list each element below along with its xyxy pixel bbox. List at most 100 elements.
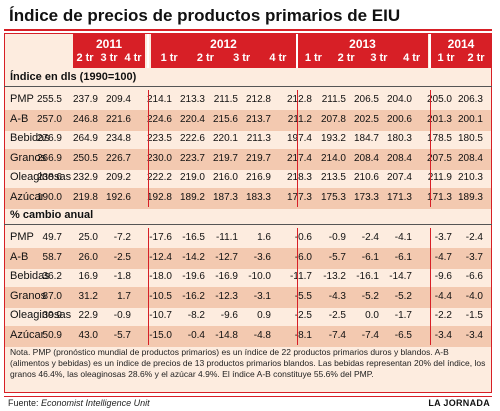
quarter-label: 1 tr bbox=[160, 52, 178, 64]
quarter-row: 1 tr 2 tr bbox=[431, 52, 491, 66]
value-cell: -4.8 bbox=[253, 329, 271, 341]
table-row: Oleaginosas 39.9 22.9 -0.9 -10.7 -8.2 -9.6 0.9 -… bbox=[5, 306, 491, 327]
year-label: 2011 bbox=[95, 37, 123, 51]
header-separator bbox=[429, 34, 431, 68]
value-cell: -4.1 bbox=[394, 232, 412, 243]
year-label: 2012 bbox=[210, 37, 237, 51]
value-cell: 220.1 bbox=[212, 133, 238, 144]
value-cell: 197.4 bbox=[286, 133, 312, 144]
row-label: Azúcar bbox=[10, 328, 45, 341]
value-cell: 212.8 bbox=[286, 94, 312, 105]
value-cell: -16.1 bbox=[356, 271, 379, 282]
year-label: 2013 bbox=[349, 37, 376, 51]
value-cell: -1.8 bbox=[113, 271, 131, 282]
value-cell: 216.0 bbox=[212, 172, 238, 183]
value-cell: -2.4 bbox=[361, 232, 379, 243]
value-cell: 211.5 bbox=[213, 94, 238, 105]
column-divider bbox=[430, 90, 431, 207]
source-line: Fuente: Economist Intelligence Unit bbox=[8, 398, 150, 408]
value-cell: -7.2 bbox=[113, 232, 131, 243]
value-cell: -12.4 bbox=[149, 251, 172, 263]
value-cell: -11.1 bbox=[215, 232, 238, 243]
brand-logo: LA JORNADA bbox=[428, 398, 490, 408]
quarter-label: 2 tr bbox=[337, 52, 355, 64]
value-cell: 177.3 bbox=[286, 191, 312, 203]
value-cell: 171.3 bbox=[426, 191, 452, 203]
table-row: A-B 58.7 26.0 -2.5 -12.4 -14.2 -12.7 -3.6 -6.0 -5… bbox=[5, 247, 491, 269]
value-cell: 173.3 bbox=[353, 191, 379, 203]
value-cell: 250.5 bbox=[72, 152, 98, 164]
column-divider bbox=[297, 228, 298, 345]
value-cell: 207.4 bbox=[386, 172, 412, 183]
value-cell: -1.7 bbox=[394, 310, 412, 321]
table-row: Azúcar 190.0 219.8 192.6 192.8 189.2 187.3 183.… bbox=[5, 187, 491, 209]
value-cell: 204.0 bbox=[386, 94, 412, 105]
value-cell: 50.9 bbox=[42, 329, 62, 341]
chart-title: Índice de precios de productos primarios… bbox=[9, 6, 401, 25]
value-cell: 26.0 bbox=[78, 251, 98, 263]
value-cell: 210.6 bbox=[353, 172, 379, 183]
year-header-2011: 2011 2 tr 3 tr 4 tr bbox=[73, 34, 145, 68]
section-rule bbox=[4, 86, 492, 87]
value-cell: -14.2 bbox=[182, 251, 205, 263]
value-cell: 1.6 bbox=[257, 232, 271, 243]
table-row: PMP 255.5 237.9 209.4 214.1 213.3 211.5 212.8 21… bbox=[5, 90, 491, 111]
value-cell: 238.6 bbox=[36, 172, 62, 183]
table-row: Azúcar 50.9 43.0 -5.7 -15.0 -0.4 -14.8 -4.8 -8.1… bbox=[5, 325, 491, 347]
value-cell: -16.9 bbox=[215, 271, 238, 282]
value-cell: 87.0 bbox=[42, 290, 62, 302]
value-cell: -17.6 bbox=[149, 232, 172, 243]
value-cell: 276.9 bbox=[36, 133, 62, 144]
value-cell: 171.3 bbox=[386, 191, 412, 203]
row-label: A-B bbox=[10, 112, 29, 125]
section-rule bbox=[4, 224, 492, 225]
value-cell: 222.6 bbox=[179, 133, 205, 144]
value-cell: 208.4 bbox=[457, 152, 483, 164]
quarter-label: 2 tr bbox=[76, 52, 94, 64]
row-label: PMP bbox=[10, 93, 34, 105]
value-cell: -5.7 bbox=[328, 251, 346, 263]
value-cell: 190.0 bbox=[36, 191, 62, 203]
source-prefix: Fuente: bbox=[8, 398, 42, 408]
value-cell: 264.9 bbox=[72, 133, 98, 144]
value-cell: 207.5 bbox=[426, 152, 452, 164]
value-cell: -10.5 bbox=[149, 290, 172, 302]
value-cell: -2.5 bbox=[294, 310, 312, 321]
value-cell: -0.9 bbox=[113, 310, 131, 321]
value-cell: 193.2 bbox=[320, 133, 346, 144]
value-cell: 211.3 bbox=[246, 133, 271, 144]
value-cell: -5.2 bbox=[361, 290, 379, 302]
value-cell: 234.8 bbox=[105, 133, 131, 144]
value-cell: 223.7 bbox=[179, 152, 205, 164]
value-cell: -12.3 bbox=[215, 290, 238, 302]
value-cell: 213.3 bbox=[179, 94, 205, 105]
table-row: Oleaginosas 238.6 232.9 209.2 222.2 219.0 216.… bbox=[5, 168, 491, 189]
value-cell: 208.4 bbox=[386, 152, 412, 164]
value-cell: 257.0 bbox=[36, 113, 62, 125]
value-cell: -3.7 bbox=[434, 232, 452, 243]
value-cell: 189.3 bbox=[457, 191, 483, 203]
column-divider bbox=[297, 90, 298, 207]
quarter-label: 3 tr bbox=[233, 52, 251, 64]
value-cell: 49.7 bbox=[42, 232, 62, 243]
section-label: % cambio anual bbox=[10, 209, 94, 221]
value-cell: 217.4 bbox=[286, 152, 312, 164]
value-cell: 187.3 bbox=[212, 191, 238, 203]
value-cell: 16.9 bbox=[78, 271, 98, 282]
value-cell: 211.9 bbox=[427, 172, 452, 183]
value-cell: -3.4 bbox=[465, 329, 483, 341]
value-cell: -6.0 bbox=[294, 251, 312, 263]
quarter-label: 3 tr bbox=[100, 52, 118, 64]
value-cell: 237.9 bbox=[72, 94, 98, 105]
value-cell: -12.7 bbox=[215, 251, 238, 263]
value-cell: -4.0 bbox=[465, 290, 483, 302]
value-cell: 219.8 bbox=[72, 191, 98, 203]
table-row: Granos 87.0 31.2 1.7 -10.5 -16.2 -12.3 -3.1 -5.5… bbox=[5, 286, 491, 308]
column-divider bbox=[148, 228, 149, 345]
value-cell: 209.2 bbox=[105, 172, 131, 183]
value-cell: 201.3 bbox=[426, 113, 452, 125]
value-cell: -19.6 bbox=[182, 271, 205, 282]
value-cell: 246.8 bbox=[72, 113, 98, 125]
value-cell: 180.5 bbox=[457, 133, 483, 144]
row-label: A-B bbox=[10, 250, 29, 263]
